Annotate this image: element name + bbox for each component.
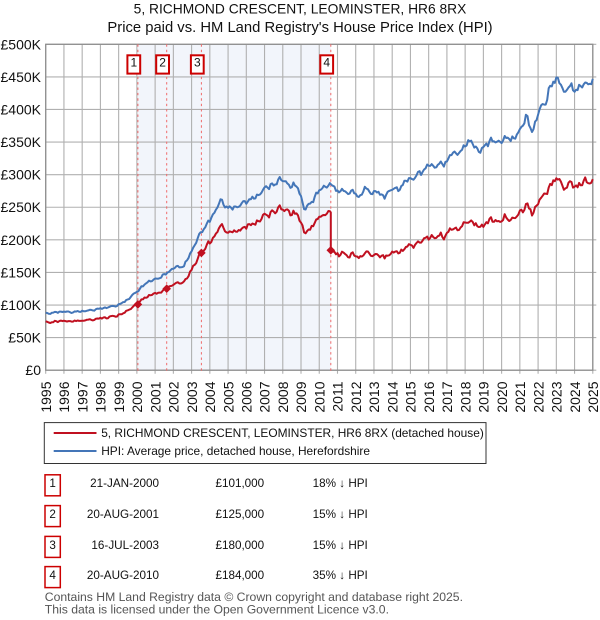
- svg-text:£200K: £200K: [1, 232, 42, 248]
- svg-text:2022: 2022: [530, 381, 546, 412]
- svg-text:1996: 1996: [56, 381, 72, 412]
- svg-text:Contains HM Land Registry data: Contains HM Land Registry data © Crown c…: [45, 590, 463, 604]
- svg-text:4: 4: [323, 56, 330, 70]
- svg-text:2010: 2010: [311, 381, 327, 412]
- svg-text:2012: 2012: [348, 381, 364, 412]
- svg-text:2001: 2001: [147, 381, 163, 412]
- svg-text:2002: 2002: [166, 381, 182, 412]
- svg-text:1: 1: [49, 477, 56, 490]
- svg-text:2003: 2003: [184, 381, 200, 412]
- svg-text:2019: 2019: [476, 381, 492, 412]
- svg-text:2025: 2025: [585, 381, 600, 412]
- svg-text:16-JUL-2003: 16-JUL-2003: [91, 539, 159, 552]
- svg-text:1995: 1995: [38, 381, 54, 412]
- svg-text:This data is licensed under th: This data is licensed under the Open Gov…: [45, 603, 389, 617]
- svg-text:3: 3: [49, 539, 56, 552]
- svg-text:2016: 2016: [421, 381, 437, 412]
- svg-text:2014: 2014: [384, 381, 400, 412]
- svg-text:35% ↓ HPI: 35% ↓ HPI: [313, 569, 368, 582]
- svg-text:5, RICHMOND CRESCENT, LEOMINST: 5, RICHMOND CRESCENT, LEOMINSTER, HR6 8R…: [101, 426, 484, 440]
- svg-text:2021: 2021: [512, 381, 528, 412]
- svg-text:£450K: £450K: [1, 69, 42, 85]
- svg-text:20-AUG-2001: 20-AUG-2001: [87, 508, 159, 521]
- svg-text:1999: 1999: [111, 381, 127, 412]
- svg-text:15% ↓ HPI: 15% ↓ HPI: [313, 539, 368, 552]
- svg-text:2018: 2018: [457, 381, 473, 412]
- svg-text:£500K: £500K: [1, 36, 42, 52]
- svg-text:Price paid vs. HM Land Registr: Price paid vs. HM Land Registry's House …: [107, 20, 492, 36]
- svg-text:2: 2: [49, 508, 56, 521]
- svg-text:£180,000: £180,000: [215, 539, 264, 552]
- svg-text:2005: 2005: [220, 381, 236, 412]
- svg-text:2008: 2008: [275, 381, 291, 412]
- svg-text:£350K: £350K: [1, 134, 42, 150]
- svg-text:2011: 2011: [330, 381, 346, 411]
- svg-text:2004: 2004: [202, 381, 218, 412]
- svg-text:2017: 2017: [439, 381, 455, 412]
- svg-text:2000: 2000: [129, 381, 145, 412]
- svg-text:1: 1: [130, 56, 137, 70]
- svg-text:5, RICHMOND CRESCENT, LEOMINST: 5, RICHMOND CRESCENT, LEOMINSTER, HR6 8R…: [134, 1, 467, 16]
- svg-text:2020: 2020: [494, 381, 510, 412]
- svg-text:£0: £0: [25, 362, 41, 378]
- svg-text:£100K: £100K: [1, 297, 42, 313]
- svg-text:£125,000: £125,000: [215, 508, 264, 521]
- svg-text:1997: 1997: [74, 381, 90, 412]
- svg-text:£300K: £300K: [1, 167, 42, 183]
- svg-text:20-AUG-2010: 20-AUG-2010: [87, 569, 160, 582]
- svg-text:2024: 2024: [567, 381, 583, 412]
- svg-text:2015: 2015: [403, 381, 419, 412]
- svg-text:15% ↓ HPI: 15% ↓ HPI: [313, 508, 368, 521]
- svg-text:2007: 2007: [257, 381, 273, 412]
- svg-text:2023: 2023: [549, 381, 565, 412]
- svg-text:£400K: £400K: [1, 102, 42, 118]
- svg-text:4: 4: [49, 569, 56, 582]
- svg-text:2006: 2006: [239, 381, 255, 412]
- svg-text:£150K: £150K: [1, 264, 42, 280]
- svg-text:£184,000: £184,000: [215, 569, 264, 582]
- svg-text:£101,000: £101,000: [215, 477, 264, 490]
- svg-text:HPI: Average price, detached h: HPI: Average price, detached house, Here…: [101, 444, 370, 458]
- svg-text:£50K: £50K: [8, 330, 41, 346]
- svg-text:21-JAN-2000: 21-JAN-2000: [90, 477, 159, 490]
- svg-text:2013: 2013: [366, 381, 382, 412]
- svg-text:18% ↓ HPI: 18% ↓ HPI: [313, 477, 368, 490]
- svg-text:3: 3: [194, 56, 201, 70]
- svg-text:2009: 2009: [293, 381, 309, 412]
- svg-text:2: 2: [159, 56, 166, 70]
- svg-text:1998: 1998: [93, 381, 109, 412]
- svg-text:£250K: £250K: [1, 199, 42, 215]
